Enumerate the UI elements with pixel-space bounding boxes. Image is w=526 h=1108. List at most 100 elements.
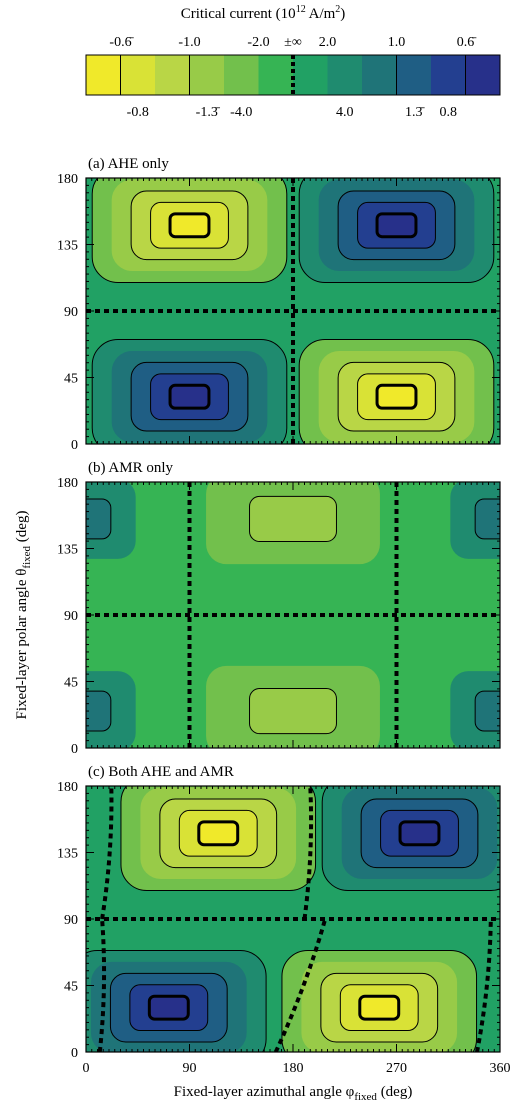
contour-band <box>149 996 189 1020</box>
colorbar-top-label: 1.0 <box>388 35 406 50</box>
contour-line <box>281 949 478 1052</box>
axis-ticks <box>85 177 501 445</box>
contour-line <box>474 690 500 732</box>
contour-line <box>249 495 337 543</box>
contour-line <box>358 994 401 1021</box>
contour-line <box>86 690 112 732</box>
contour-band <box>377 385 416 409</box>
colorbar-title: Critical current (1012 A/m2) <box>181 4 346 22</box>
contour-band <box>170 213 209 237</box>
colorbar-swatch <box>189 55 225 95</box>
panel-a-ahe-only: 0 45 90 135 180 <box>57 172 501 453</box>
colorbar-bottom-label: 4.0 <box>336 105 354 120</box>
contour-line <box>130 361 249 432</box>
zero-crossing-dashed-line <box>273 918 328 1052</box>
zero-crossing-dashed-line <box>475 918 493 1052</box>
contour-band <box>170 385 209 409</box>
contour-line <box>86 498 112 540</box>
y-tick-label: 0 <box>71 742 78 757</box>
colorbar-top-label: 2.0 <box>319 35 337 50</box>
colorbar-swatch <box>327 55 363 95</box>
colorbar-swatch <box>224 55 259 95</box>
y-tick-label: 45 <box>64 372 78 387</box>
x-tick-labels: 0 90 180 270 360 <box>83 1061 511 1076</box>
contour-band <box>400 821 439 845</box>
contour-line <box>298 339 495 444</box>
colorbar-bottom-label: -0.8 <box>127 105 149 120</box>
contour-line <box>109 972 228 1043</box>
panel-b-amr-only: 0 45 90 135 180 <box>57 476 501 757</box>
contour-line <box>129 984 209 1032</box>
contour-line <box>147 994 190 1021</box>
colorbar-top-label: 0.6̄ <box>457 35 478 50</box>
x-tick-label: 0 <box>83 1061 90 1076</box>
contour-line <box>474 498 500 540</box>
contour-band <box>475 498 500 539</box>
axis-ticks <box>85 481 501 749</box>
y-tick-label: 180 <box>57 780 78 795</box>
contour-line <box>337 190 456 261</box>
colorbar-bottom-labels: -0.8 -1.3̄ -4.0 4.0 1.3̄ 0.8 <box>127 105 457 120</box>
colorbar-bottom-label: 0.8 <box>440 105 458 120</box>
zero-crossing-dashed-line <box>100 786 114 920</box>
x-tick-label: 180 <box>283 1061 304 1076</box>
colorbar-swatch <box>362 55 397 95</box>
colorbar-swatch <box>86 55 121 95</box>
contour-line <box>339 984 419 1032</box>
contour-line <box>120 786 317 891</box>
contour-band <box>475 691 500 732</box>
contour-line <box>360 798 479 869</box>
contour-line <box>91 178 288 283</box>
contour-band <box>198 821 238 845</box>
colorbar-swatch <box>396 55 432 95</box>
colorbar-bottom-label: 1.3̄ <box>405 105 426 120</box>
x-tick-label: 270 <box>386 1061 407 1076</box>
contour-line <box>337 361 456 432</box>
contour-line <box>197 820 240 847</box>
y-tick-label: 45 <box>64 980 78 995</box>
colorbar-top-labels: -0.6̄ -1.0 -2.0 ±∞ 2.0 1.0 0.6̄ <box>109 35 477 50</box>
y-tick-label: 90 <box>64 305 78 320</box>
colorbar-swatch <box>465 55 501 95</box>
contour-line <box>249 687 337 735</box>
colorbar-swatch <box>258 55 294 95</box>
colorbar-bottom-label: -1.3̄ <box>196 105 221 120</box>
colorbar-frame <box>85 54 501 96</box>
colorbar-top-label: ±∞ <box>284 35 302 50</box>
y-tick-label: 90 <box>64 609 78 624</box>
contour-band <box>359 996 399 1020</box>
colorbar <box>85 54 501 96</box>
zero-crossing-dashed-line <box>97 918 107 1052</box>
contour-band <box>249 688 337 734</box>
colorbar-swatch <box>120 55 156 95</box>
y-tick-label: 135 <box>57 543 78 558</box>
x-tick-label: 360 <box>490 1061 511 1076</box>
axis-ticks <box>85 785 501 1053</box>
colorbar-swatch <box>431 55 466 95</box>
contour-line <box>91 339 288 444</box>
contour-line <box>375 383 418 410</box>
colorbar-top-label: -2.0 <box>247 35 269 50</box>
contour-line <box>357 373 436 421</box>
contour-line <box>150 201 229 249</box>
contour-line <box>321 786 500 891</box>
x-tick-label: 90 <box>183 1061 197 1076</box>
x-axis-label: Fixed-layer azimuthal angle φfixed (deg) <box>174 1084 413 1103</box>
y-tick-label: 0 <box>71 1046 78 1061</box>
contour-line <box>320 972 439 1043</box>
panel-c-both-ahe-amr: 0 45 90 135 180 <box>57 780 501 1061</box>
y-tick-label: 0 <box>71 438 78 453</box>
panel-a-title: (a) AHE only <box>88 156 169 172</box>
contour-band <box>86 498 111 539</box>
contour-line <box>168 212 211 239</box>
contour-line <box>150 373 229 421</box>
colorbar-top-label: -0.6̄ <box>109 35 134 50</box>
contour-line <box>159 798 278 869</box>
colorbar-top-label: -1.0 <box>178 35 200 50</box>
contour-line <box>398 820 441 847</box>
colorbar-swatch <box>155 55 190 95</box>
contour-band <box>377 213 416 237</box>
zero-crossing-dashed-line <box>302 786 314 920</box>
colorbar-bottom-label: -4.0 <box>230 105 252 120</box>
